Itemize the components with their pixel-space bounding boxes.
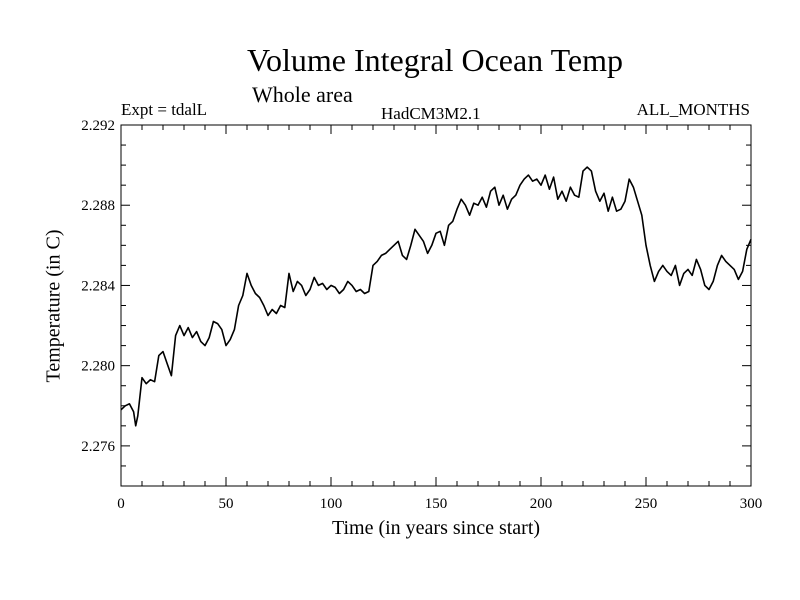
period-label: ALL_MONTHS: [636, 100, 750, 119]
x-tick-label: 150: [425, 496, 448, 512]
y-tick-label: 2.288: [81, 198, 115, 214]
x-tick-label: 50: [219, 496, 234, 512]
y-tick-label: 2.292: [81, 118, 115, 134]
axis-tick-labels: 0 50 100 150 200 250 300 2.276 2.280 2.284 2.288 2.…: [81, 118, 762, 512]
x-tick-label: 100: [320, 496, 343, 512]
y-tick-label: 2.280: [81, 359, 115, 375]
plot-area-frame: [120, 124, 752, 487]
y-axis-label: Temperature (in C): [42, 229, 65, 383]
x-axis-label: Time (in years since start): [331, 517, 541, 539]
x-tick-label: 0: [117, 496, 125, 512]
chart-subtitle: Whole area: [252, 82, 353, 107]
model-label: HadCM3M2.1: [381, 104, 481, 123]
series-line: [120, 166, 752, 427]
x-tick-label: 200: [530, 496, 553, 512]
y-tick-label: 2.276: [81, 439, 115, 455]
x-tick-label: 300: [740, 496, 763, 512]
experiment-label: Expt = tdalL: [121, 100, 208, 119]
y-tick-label: 2.284: [81, 278, 115, 294]
chart-title: Volume Integral Ocean Temp: [246, 42, 623, 78]
axis-ticks: [120, 124, 752, 487]
x-tick-label: 250: [635, 496, 658, 512]
